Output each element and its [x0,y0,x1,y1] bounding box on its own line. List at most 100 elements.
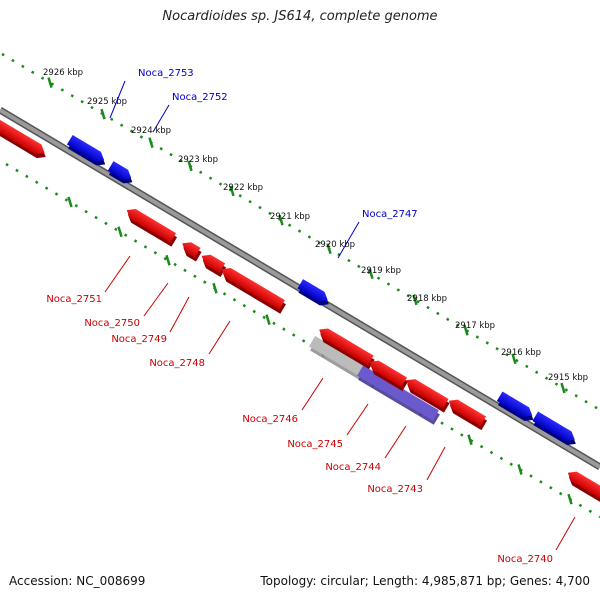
accession-text: Accession: NC_008699 [9,574,146,588]
forward-gene-arrow[interactable] [296,279,333,309]
scale-tick-label: 2918 kbp [407,294,447,304]
scale-tick-label: 2922 kbp [223,183,263,193]
scale-major-tick [212,282,218,294]
scale-major-tick [463,324,469,336]
scale-major-tick [412,294,418,306]
scale-tick-label: 2920 kbp [315,240,355,250]
gene-body [107,161,132,180]
scale-tick-label: 2924 kbp [131,126,171,136]
scale-major-tick [148,137,154,149]
reverse-gene-arrow[interactable] [402,376,451,413]
gene-labels: Noca_2753 Noca_2752 Noca_2751 Noca_2750 Noca… [46,68,553,565]
gene-label[interactable]: Noca_2753 [138,68,194,79]
scale-major-tick [229,185,235,197]
reverse-gene-arrow[interactable] [563,468,600,503]
scale-major-tick [517,464,523,475]
gene-body [297,279,328,302]
scale-major-tick [467,434,473,446]
band-body [357,365,439,421]
gene-label[interactable]: Noca_2746 [242,414,298,425]
band-body [309,336,365,376]
gene-label[interactable]: Noca_2749 [111,334,167,345]
scale-major-tick [567,493,573,505]
label-leader-line [143,282,169,317]
scale-major-tick [67,196,73,208]
label-leader-line [384,425,407,459]
scale-tick-label: 2923 kbp [178,155,218,165]
gene-body [567,471,600,498]
scale-dotted-line-upper [1,52,600,412]
reverse-gene-arrow[interactable] [197,251,227,277]
gene-body [221,267,285,310]
gene-body [406,379,449,409]
reverse-gene-arrow[interactable] [218,264,288,314]
reverse-gene-arrow[interactable] [178,239,203,262]
forward-gene-arrow[interactable] [106,161,136,187]
label-leader-line [426,446,446,481]
scale-tick-label: 2916 kbp [501,348,541,358]
gene-body [67,135,105,162]
scale-major-tick [511,353,517,365]
scale-major-tick [165,254,171,266]
label-leader-line [301,377,324,411]
gene-body [182,242,201,258]
highlight-band [357,365,440,425]
gene-body [126,209,177,243]
feature-bands [309,336,440,425]
label-leader-line [104,255,131,293]
label-leader-line [555,516,576,551]
label-leader-line [152,104,170,133]
topology-text: Topology: circular; Length: 4,985,871 bp… [260,574,590,588]
gene-body [201,254,226,273]
scale-dotted-line-lower [5,162,600,519]
gene-label[interactable]: Noca_2744 [325,462,381,473]
gene-label[interactable]: Noca_2750 [84,318,140,329]
reverse-gene-arrow[interactable] [315,325,376,370]
gene-label[interactable]: Noca_2748 [149,358,205,369]
reverse-gene-arrow[interactable] [0,116,50,161]
scale-tick-labels: 2926 kbp 2925 kbp 2924 kbp 2923 kbp 2922 kbp… [43,68,588,383]
label-leader-line [346,403,369,436]
scale-major-tick [560,382,566,394]
scale-major-tick [100,108,106,120]
scale-tick-label: 2925 kbp [87,97,127,107]
reverse-gene-arrow[interactable] [365,357,409,392]
label-leader-line [169,296,190,333]
gene-label[interactable]: Noca_2752 [172,92,228,103]
gene-label[interactable]: Noca_2747 [362,209,418,220]
forward-gene-arrow[interactable] [495,391,537,425]
scale-major-tick [368,268,374,280]
scale-major-tick [278,214,284,226]
label-leader-line [208,320,231,355]
scale-tick-label: 2917 kbp [455,321,495,331]
gene-label[interactable]: Noca_2745 [287,439,343,450]
scale-major-tick [265,314,271,326]
forward-gene-arrow[interactable] [531,411,580,449]
gene-features [0,116,600,503]
gene-body [319,328,374,366]
reverse-gene-arrow[interactable] [444,396,488,431]
label-leader-line [337,221,360,259]
genome-title: Nocardioides sp. JS614, complete genome [162,9,438,24]
label-leader-line [109,80,126,119]
lower-dots [5,162,600,519]
scale-major-tick [326,243,332,255]
gene-label[interactable]: Noca_2751 [46,294,102,305]
gene-body [532,411,575,441]
gene-body [369,360,407,387]
gene-label[interactable]: Noca_2740 [497,554,553,565]
scale-tick-label: 2926 kbp [43,68,83,78]
scale-major-tick [117,226,123,238]
gene-label[interactable]: Noca_2743 [367,484,423,495]
scale-major-tick [47,77,53,88]
reverse-gene-arrow[interactable] [122,205,178,247]
scale-tick-label: 2919 kbp [361,266,401,276]
forward-gene-arrow[interactable] [65,135,109,169]
label-leader-lines [104,80,576,551]
gene-body [448,399,486,426]
pseudogene-band [309,336,367,381]
scale-tick-label: 2915 kbp [548,373,588,383]
scale-tick-label: 2921 kbp [270,212,310,222]
gene-body [496,391,533,417]
